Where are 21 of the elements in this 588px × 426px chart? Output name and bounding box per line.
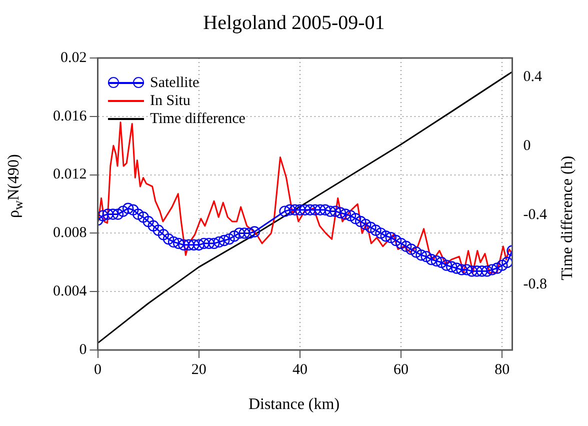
y-tick-label: 0.004 xyxy=(53,284,88,300)
legend-label: Satellite xyxy=(150,74,200,92)
y2-axis-title: Time difference (h) xyxy=(559,156,577,280)
y2-tick-label: 0 xyxy=(523,138,531,154)
y2-tick-label: -0.4 xyxy=(523,207,548,224)
y-tick-label: 0.008 xyxy=(53,225,87,242)
x-tick-label: 80 xyxy=(494,362,510,378)
y2-tick-label: 0.4 xyxy=(523,68,543,85)
x-tick-label: 20 xyxy=(191,362,206,378)
x-tick-label: 0 xyxy=(94,362,102,378)
x-tick-label: 60 xyxy=(394,362,409,378)
x-axis-title: Distance (km) xyxy=(247,396,341,414)
x-tick-label: 40 xyxy=(292,362,308,378)
y-tick-label: 0.012 xyxy=(53,166,87,183)
y-tick-label: 0.016 xyxy=(53,108,88,124)
y2-tick-label: -0.8 xyxy=(523,276,548,292)
y-tick-label: 0 xyxy=(79,342,87,358)
y-tick-label: 0.02 xyxy=(60,50,87,66)
chart-title: Helgoland 2005-09-01 xyxy=(202,12,386,35)
legend-label: Time difference xyxy=(150,110,246,128)
legend-label: In Situ xyxy=(150,92,190,110)
